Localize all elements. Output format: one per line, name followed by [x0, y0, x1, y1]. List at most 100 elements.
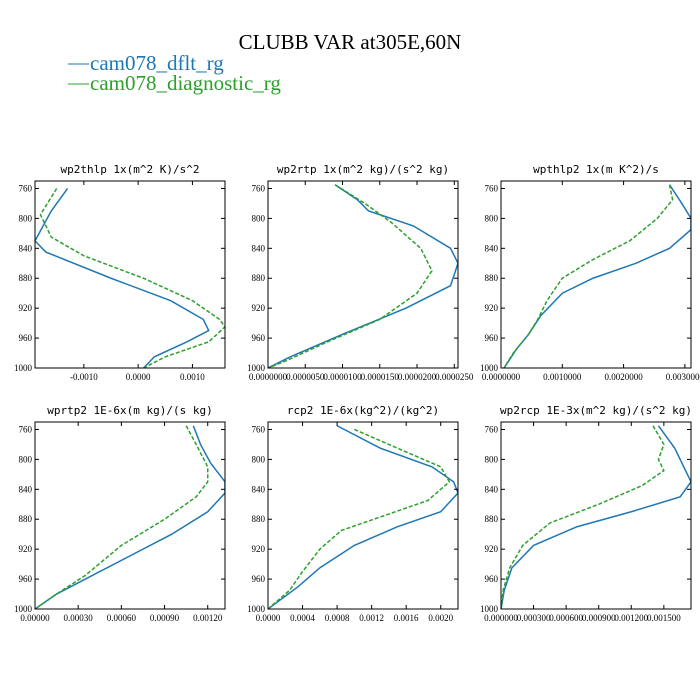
- x-tick-label: 0.001500: [647, 613, 681, 623]
- x-tick-label: -0.0010: [70, 372, 98, 382]
- chart-panels: wp2thlp 1x(m^2 K)/s^2 760 800 840 880 920 960 1…: [14, 163, 700, 623]
- y-tick-label: 880: [485, 273, 499, 283]
- chart-panel-6: wp2rcp 1E-3x(m^2 kg)/(s^2 kg)760 800 840 88…: [480, 404, 692, 623]
- y-tick-label: 800: [252, 454, 266, 464]
- y-tick-label: 920: [19, 544, 33, 554]
- x-tick-label: 0.0000: [256, 613, 281, 623]
- x-tick-label: 0.0010: [180, 372, 205, 382]
- plot-frame: [500, 180, 692, 369]
- x-tick-label: 0.0008: [325, 613, 350, 623]
- y-tick-label: 840: [252, 484, 266, 494]
- y-tick-label: 800: [485, 213, 499, 223]
- x-tick-label: 0.00120: [193, 613, 223, 623]
- series-line-diagnostic: [268, 184, 433, 368]
- y-tick-label: 760: [252, 183, 266, 193]
- x-tick-label: 0.0012: [359, 613, 384, 623]
- y-tick-label: 960: [19, 574, 33, 584]
- x-tick-label: 0.00090: [150, 613, 180, 623]
- x-tick-label: 0.0000000: [249, 372, 288, 382]
- series-line-dflt: [35, 188, 210, 368]
- series-line-diagnostic: [501, 425, 665, 609]
- y-tick-label: 1000: [480, 363, 499, 373]
- plot-frame: [34, 180, 226, 369]
- x-tick-label: 0.0020: [428, 613, 453, 623]
- series-line-dflt: [268, 184, 458, 368]
- y-tick-label: 920: [252, 303, 266, 313]
- x-tick-label: 0.0020000: [604, 372, 643, 382]
- x-tick-label: 0.0000250: [435, 372, 474, 382]
- plot-frame: [267, 421, 459, 610]
- series-line-diagnostic: [39, 188, 225, 368]
- x-tick-label: 0.001200: [614, 613, 648, 623]
- x-tick-label: 0.00000: [20, 613, 50, 623]
- legend-label-dflt: cam078_dflt_rg: [90, 51, 224, 75]
- y-tick-label: 840: [485, 243, 499, 253]
- x-tick-label: 0.0004: [290, 613, 315, 623]
- chart-panel-3: wpthlp2 1x(m K^2)/s 760 800 840 880 920 960 100…: [480, 163, 700, 382]
- panel-title: wp2rtp 1x(m^2 kg)/(s^2 kg): [277, 163, 449, 176]
- y-tick-label: 840: [485, 484, 499, 494]
- y-tick-label: 920: [485, 544, 499, 554]
- x-tick-label: 0.000900: [582, 613, 616, 623]
- y-tick-label: 840: [19, 243, 33, 253]
- y-tick-label: 960: [19, 333, 33, 343]
- y-tick-label: 960: [485, 333, 499, 343]
- y-tick-label: 1000: [480, 604, 499, 614]
- series-line-dflt: [35, 425, 225, 609]
- legend-line-icon-dflt: —: [67, 50, 90, 74]
- series-line-dflt: [503, 184, 691, 368]
- y-tick-label: 760: [485, 424, 499, 434]
- panel-title: wpthlp2 1x(m K^2)/s: [533, 163, 659, 176]
- series-line-dflt: [268, 425, 458, 609]
- x-tick-label: 0.0010000: [543, 372, 582, 382]
- y-tick-label: 800: [19, 454, 33, 464]
- series-line-diagnostic: [268, 428, 451, 609]
- x-tick-label: 0.000300: [517, 613, 551, 623]
- x-tick-label: 0.0000150: [361, 372, 400, 382]
- y-tick-label: 840: [19, 484, 33, 494]
- x-tick-label: 0.000600: [549, 613, 583, 623]
- y-tick-label: 880: [252, 273, 266, 283]
- y-tick-label: 960: [252, 333, 266, 343]
- figure-title: CLUBB VAR at305E,60N: [239, 30, 462, 54]
- chart-panel-4: wprtp2 1E-6x(m kg)/(s kg) 760 800 840 880 920…: [14, 404, 226, 623]
- legend-entry-diagnostic: — cam078_diagnostic_rg: [67, 70, 281, 95]
- legend-line-icon-diagnostic: —: [67, 70, 90, 94]
- legend: — cam078_dflt_rg — cam078_diagnostic_rg: [67, 50, 281, 95]
- x-tick-label: 0.0000200: [398, 372, 437, 382]
- legend-entry-dflt: — cam078_dflt_rg: [67, 50, 224, 75]
- y-tick-label: 920: [485, 303, 499, 313]
- y-tick-label: 1000: [14, 363, 33, 373]
- y-tick-label: 1000: [247, 604, 266, 614]
- y-tick-label: 920: [19, 303, 33, 313]
- y-tick-label: 880: [19, 514, 33, 524]
- chart-panel-5: rcp2 1E-6x(kg^2)/(kg^2) 760 800 840 880 920 96…: [247, 404, 459, 623]
- series-line-diagnostic: [503, 184, 674, 368]
- x-tick-label: 0.0000100: [323, 372, 362, 382]
- y-tick-label: 880: [19, 273, 33, 283]
- legend-label-diagnostic: cam078_diagnostic_rg: [90, 71, 281, 95]
- series-line-dflt: [501, 425, 691, 609]
- y-tick-label: 800: [485, 454, 499, 464]
- x-tick-label: 0.0030000: [666, 372, 700, 382]
- y-tick-label: 960: [485, 574, 499, 584]
- y-tick-label: 840: [252, 243, 266, 253]
- x-tick-label: 0.0000: [126, 372, 151, 382]
- chart-panel-1: wp2thlp 1x(m^2 K)/s^2 760 800 840 880 920 960 1…: [14, 163, 226, 382]
- y-tick-label: 880: [485, 514, 499, 524]
- y-tick-label: 760: [485, 183, 499, 193]
- y-tick-label: 760: [252, 424, 266, 434]
- y-tick-label: 1000: [14, 604, 33, 614]
- plot-frame: [34, 421, 226, 610]
- panel-title: wprtp2 1E-6x(m kg)/(s kg): [47, 404, 213, 417]
- plot-frame: [500, 421, 692, 610]
- y-tick-label: 880: [252, 514, 266, 524]
- y-tick-label: 960: [252, 574, 266, 584]
- panel-title: rcp2 1E-6x(kg^2)/(kg^2): [287, 404, 439, 417]
- y-tick-label: 800: [252, 213, 266, 223]
- y-tick-label: 800: [19, 213, 33, 223]
- plot-frame: [267, 180, 459, 369]
- x-tick-label: 0.000000: [484, 613, 518, 623]
- panel-title: wp2rcp 1E-3x(m^2 kg)/(s^2 kg): [500, 404, 692, 417]
